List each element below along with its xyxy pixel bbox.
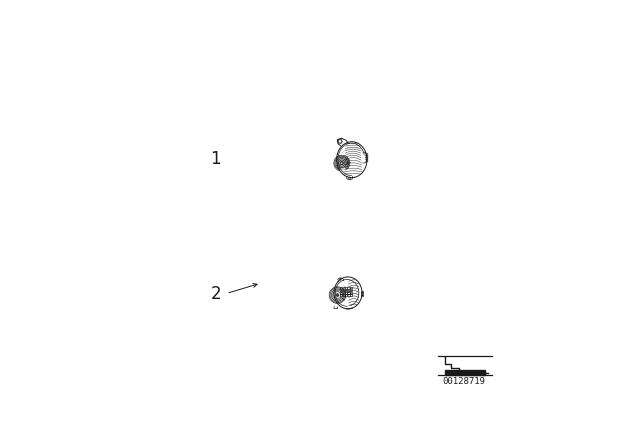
Text: 1: 1: [211, 150, 221, 168]
Bar: [345, 288, 347, 289]
Bar: [340, 294, 342, 296]
Bar: [361, 291, 362, 292]
Bar: [361, 292, 362, 293]
Bar: [350, 288, 352, 289]
Bar: [361, 293, 362, 295]
Bar: [342, 292, 345, 293]
Bar: [350, 292, 352, 293]
Bar: [445, 370, 485, 375]
Bar: [345, 294, 347, 296]
Bar: [345, 289, 347, 291]
Text: 2: 2: [211, 284, 221, 302]
Bar: [350, 289, 352, 291]
Bar: [342, 288, 345, 289]
Bar: [361, 295, 362, 297]
Bar: [340, 292, 342, 293]
Bar: [340, 289, 342, 291]
Bar: [350, 294, 352, 296]
Bar: [348, 294, 349, 296]
Text: 00128719: 00128719: [443, 377, 486, 386]
Bar: [345, 292, 347, 293]
Bar: [342, 294, 345, 296]
Bar: [340, 288, 342, 289]
Bar: [348, 292, 349, 293]
Bar: [348, 288, 349, 289]
Bar: [348, 289, 349, 291]
Bar: [342, 289, 345, 291]
